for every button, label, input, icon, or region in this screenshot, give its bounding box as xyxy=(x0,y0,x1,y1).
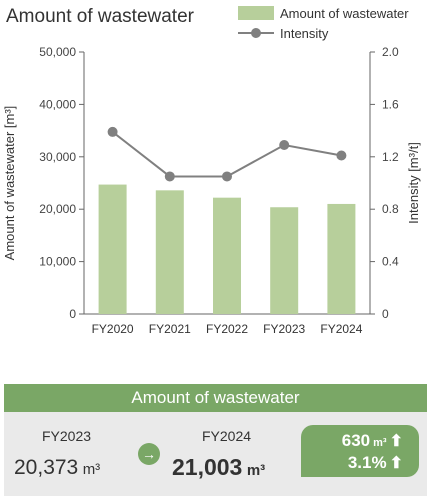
delta-percent-row: 3.1% ⬆ xyxy=(348,453,403,473)
up-arrow-icon: ⬆ xyxy=(389,455,403,472)
x-tick-label: FY2021 xyxy=(149,322,191,336)
delta-percent: 3.1% xyxy=(347,453,387,472)
y2-tick-label: 0.8 xyxy=(382,202,399,216)
intensity-point xyxy=(279,140,290,151)
delta-amount: 630 xyxy=(341,431,371,450)
y2-tick-label: 1.6 xyxy=(382,97,399,111)
curr-year-label: FY2024 xyxy=(202,428,252,444)
y-tick-label: 30,000 xyxy=(39,150,76,164)
bar xyxy=(270,207,299,314)
legend-line-marker xyxy=(238,26,274,40)
summary-panel: Amount of wastewater FY2023 20,373 m³ → … xyxy=(4,384,427,496)
y2-axis-label: Intensity [m³/t] xyxy=(406,142,421,224)
intensity-point xyxy=(164,171,175,182)
y-tick-label: 50,000 xyxy=(39,45,76,59)
legend-item-line: Intensity xyxy=(238,23,409,43)
legend: Amount of wastewater Intensity xyxy=(238,3,409,43)
delta-badge: 630 m³ ⬆ 3.1% ⬆ xyxy=(301,425,419,477)
curr-year-value: 21,003 m³ xyxy=(172,454,265,481)
intensity-line xyxy=(111,131,342,178)
right-arrow-icon: → xyxy=(138,443,160,465)
chart-title: Amount of wastewater xyxy=(6,6,194,27)
y2-tick-label: 2.0 xyxy=(382,45,399,59)
bar xyxy=(98,184,127,314)
legend-line-label: Intensity xyxy=(280,25,329,41)
intensity-point xyxy=(222,171,232,182)
legend-item-bars: Amount of wastewater xyxy=(238,3,409,23)
curr-value-unit: m³ xyxy=(246,462,266,479)
y2-tick-label: 0.4 xyxy=(382,255,399,269)
prev-year-value: 20,373 m³ xyxy=(14,456,100,480)
chart-canvas: 0 10,000 20,000 30,000 40,000 50,000 0 0.4 0.8 1.… xyxy=(2,45,421,336)
x-tick-label: FY2022 xyxy=(206,322,248,336)
y-axis-label: Amount of wastewater [m³] xyxy=(2,106,17,261)
y-tick-label: 20,000 xyxy=(39,202,76,216)
x-tick-label: FY2023 xyxy=(263,322,305,336)
x-tick-label: FY2024 xyxy=(320,322,362,336)
prev-year-label: FY2023 xyxy=(42,428,92,444)
delta-amount-row: 630 m³ ⬆ xyxy=(342,431,403,451)
prev-value-unit: m³ xyxy=(82,461,101,478)
y2-tick-label: 1.2 xyxy=(382,150,399,164)
x-tick-label: FY2020 xyxy=(92,322,134,336)
delta-unit: m³ xyxy=(373,437,387,449)
bar xyxy=(213,197,241,314)
legend-bar-label: Amount of wastewater xyxy=(280,5,409,21)
y-tick-label: 10,000 xyxy=(39,255,76,269)
bar xyxy=(327,203,356,314)
y-tick-label: 0 xyxy=(69,307,76,321)
y-tick-label: 40,000 xyxy=(39,97,76,111)
up-arrow-icon: ⬆ xyxy=(389,433,403,450)
intensity-point xyxy=(107,126,118,137)
summary-header: Amount of wastewater xyxy=(4,384,427,412)
legend-bar-swatch xyxy=(238,6,274,20)
bar xyxy=(155,190,184,314)
prev-value-number: 20,373 xyxy=(14,456,79,479)
y2-tick-label: 0 xyxy=(382,307,389,321)
curr-value-number: 21,003 xyxy=(172,454,243,480)
intensity-point xyxy=(336,150,347,161)
